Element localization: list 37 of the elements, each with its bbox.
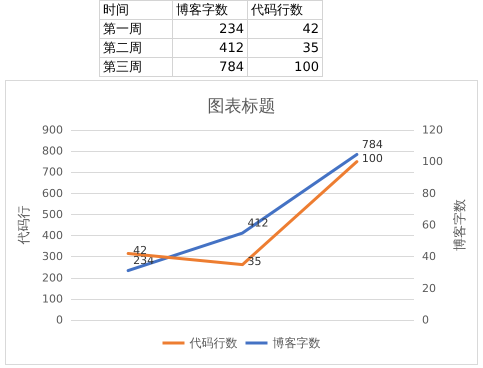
text: 234 — [172, 20, 248, 38]
y-tick-label: 400 — [42, 229, 63, 242]
text: 412 — [172, 38, 248, 58]
y2-tick-label: 40 — [422, 250, 436, 264]
text: 第一周 — [100, 20, 172, 38]
text: 代码行数 — [248, 0, 322, 20]
y2-tick-label: 80 — [422, 186, 436, 200]
y-axis-title: 代码行 — [17, 206, 32, 246]
text: 784 — [172, 58, 248, 76]
text: 第二周 — [100, 38, 172, 58]
y-tick-label: 500 — [42, 208, 63, 221]
text: 35 — [248, 38, 322, 58]
text: 42 — [248, 20, 322, 38]
data-label: 100 — [362, 152, 383, 166]
y2-tick-label: 60 — [422, 218, 436, 232]
legend-label: 博客字数 — [272, 336, 320, 350]
y-tick-label: 0 — [56, 314, 63, 326]
y-tick-label: 200 — [42, 271, 63, 284]
y-tick-label: 800 — [42, 144, 63, 158]
y-tick-label: 700 — [42, 166, 63, 179]
text: 100 — [248, 58, 322, 76]
text: 时间 — [100, 0, 172, 20]
y-tick-label: 900 — [42, 124, 63, 136]
y-tick-label: 300 — [42, 250, 63, 264]
y2-tick-label: 100 — [422, 155, 443, 168]
y2-tick-label: 20 — [422, 282, 436, 295]
y2-tick-label: 0 — [422, 314, 429, 326]
data-label: 35 — [248, 255, 262, 268]
legend-label: 代码行数 — [188, 336, 238, 350]
y2-tick-label: 120 — [422, 124, 443, 136]
y-tick-label: 600 — [42, 186, 63, 200]
y2-axis-title: 博客字数 — [452, 199, 468, 251]
data-label: 784 — [362, 138, 383, 151]
text: 博客字数 — [172, 0, 248, 20]
text: 第三周 — [100, 58, 172, 76]
y-tick-label: 100 — [42, 292, 63, 306]
chart-title: 图表标题 — [208, 96, 276, 116]
